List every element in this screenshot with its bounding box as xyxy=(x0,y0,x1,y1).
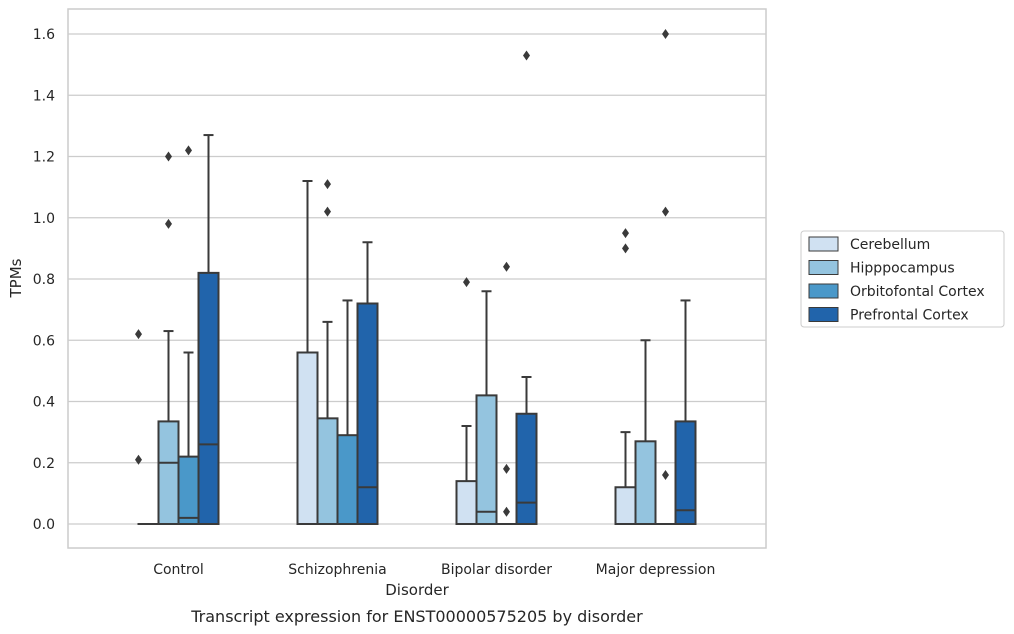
legend-label: Hipppocampus xyxy=(850,261,955,277)
box-0-2 xyxy=(455,425,478,525)
box-iqr xyxy=(296,351,319,525)
legend-label: Prefrontal Cortex xyxy=(850,308,969,324)
y-tick-label: 0.8 xyxy=(33,272,55,288)
box-iqr xyxy=(356,302,379,525)
chart-caption: Transcript expression for ENST0000057520… xyxy=(190,607,643,626)
y-tick-label: 0.2 xyxy=(33,456,55,472)
box-iqr xyxy=(614,486,637,525)
box-2-1 xyxy=(336,299,359,525)
outlier-point xyxy=(622,228,629,239)
box-3-2 xyxy=(515,376,538,525)
outlier-point xyxy=(662,206,669,217)
y-axis-ticks: 0.0 0.2 0.4 0.6 0.8 1.0 1.2 1.4 1.6 xyxy=(33,27,55,533)
boxes xyxy=(135,29,697,526)
x-tick-label: Schizophrenia xyxy=(288,562,386,578)
outlier-point xyxy=(165,151,172,162)
box-iqr xyxy=(455,480,478,525)
box-iqr xyxy=(674,420,697,525)
outlier-point xyxy=(165,218,172,229)
box-1-1 xyxy=(316,320,339,525)
box-1-3 xyxy=(634,339,657,525)
box-3-1 xyxy=(356,241,379,525)
legend-label: Orbitofontal Cortex xyxy=(850,284,985,300)
x-tick-label: Major depression xyxy=(596,562,716,578)
outlier-point xyxy=(324,179,331,190)
outlier-point xyxy=(622,243,629,254)
outlier-point xyxy=(463,277,470,288)
y-tick-label: 0.0 xyxy=(33,517,55,533)
box-iqr xyxy=(316,417,339,525)
legend-swatch xyxy=(808,307,839,322)
legend-swatch xyxy=(808,283,839,299)
y-axis-label: TPMs xyxy=(7,258,25,298)
box-iqr xyxy=(177,455,200,525)
y-tick-label: 1.2 xyxy=(33,150,55,166)
y-tick-label: 1.0 xyxy=(33,211,55,227)
box-iqr xyxy=(157,420,180,525)
box-iqr xyxy=(197,271,220,525)
box-iqr xyxy=(475,394,498,525)
outlier-point xyxy=(662,470,669,480)
box-0-3 xyxy=(614,431,637,525)
outlier-point xyxy=(503,463,510,474)
box-2-0 xyxy=(177,351,200,525)
outlier-point xyxy=(662,29,669,39)
x-axis-label: Disorder xyxy=(385,581,449,599)
y-tick-label: 1.6 xyxy=(33,27,55,43)
legend-frame xyxy=(800,230,1005,328)
box-iqr xyxy=(515,412,538,525)
legend-swatch xyxy=(808,260,839,275)
x-tick-label: Bipolar disorder xyxy=(441,562,552,578)
box-3-0 xyxy=(197,134,220,525)
box-iqr xyxy=(634,440,657,525)
plot-area-frame xyxy=(67,8,767,549)
outlier-point xyxy=(135,329,142,340)
y-tick-label: 0.4 xyxy=(33,395,55,411)
box-1-2 xyxy=(475,290,498,525)
y-tick-label: 1.4 xyxy=(33,88,55,104)
y-tick-label: 0.6 xyxy=(33,333,55,349)
box-3-3 xyxy=(674,299,697,525)
box-0-1 xyxy=(296,180,319,525)
outlier-point xyxy=(503,261,510,272)
x-axis-ticks: Control Schizophrenia Bipolar disorder Majo… xyxy=(153,562,715,578)
outlier-point xyxy=(135,454,142,465)
box-1-0 xyxy=(157,330,180,525)
outlier-point xyxy=(324,206,331,217)
outlier-point xyxy=(523,50,530,61)
outlier-point xyxy=(503,506,510,517)
outlier-point xyxy=(185,145,192,156)
legend-label: Cerebellum xyxy=(850,237,930,253)
box-iqr xyxy=(336,434,359,525)
legend: Cerebellum Hipppocampus Orbitofontal Corte… xyxy=(800,230,1005,328)
legend-swatch xyxy=(808,236,839,252)
x-tick-label: Control xyxy=(153,562,204,578)
